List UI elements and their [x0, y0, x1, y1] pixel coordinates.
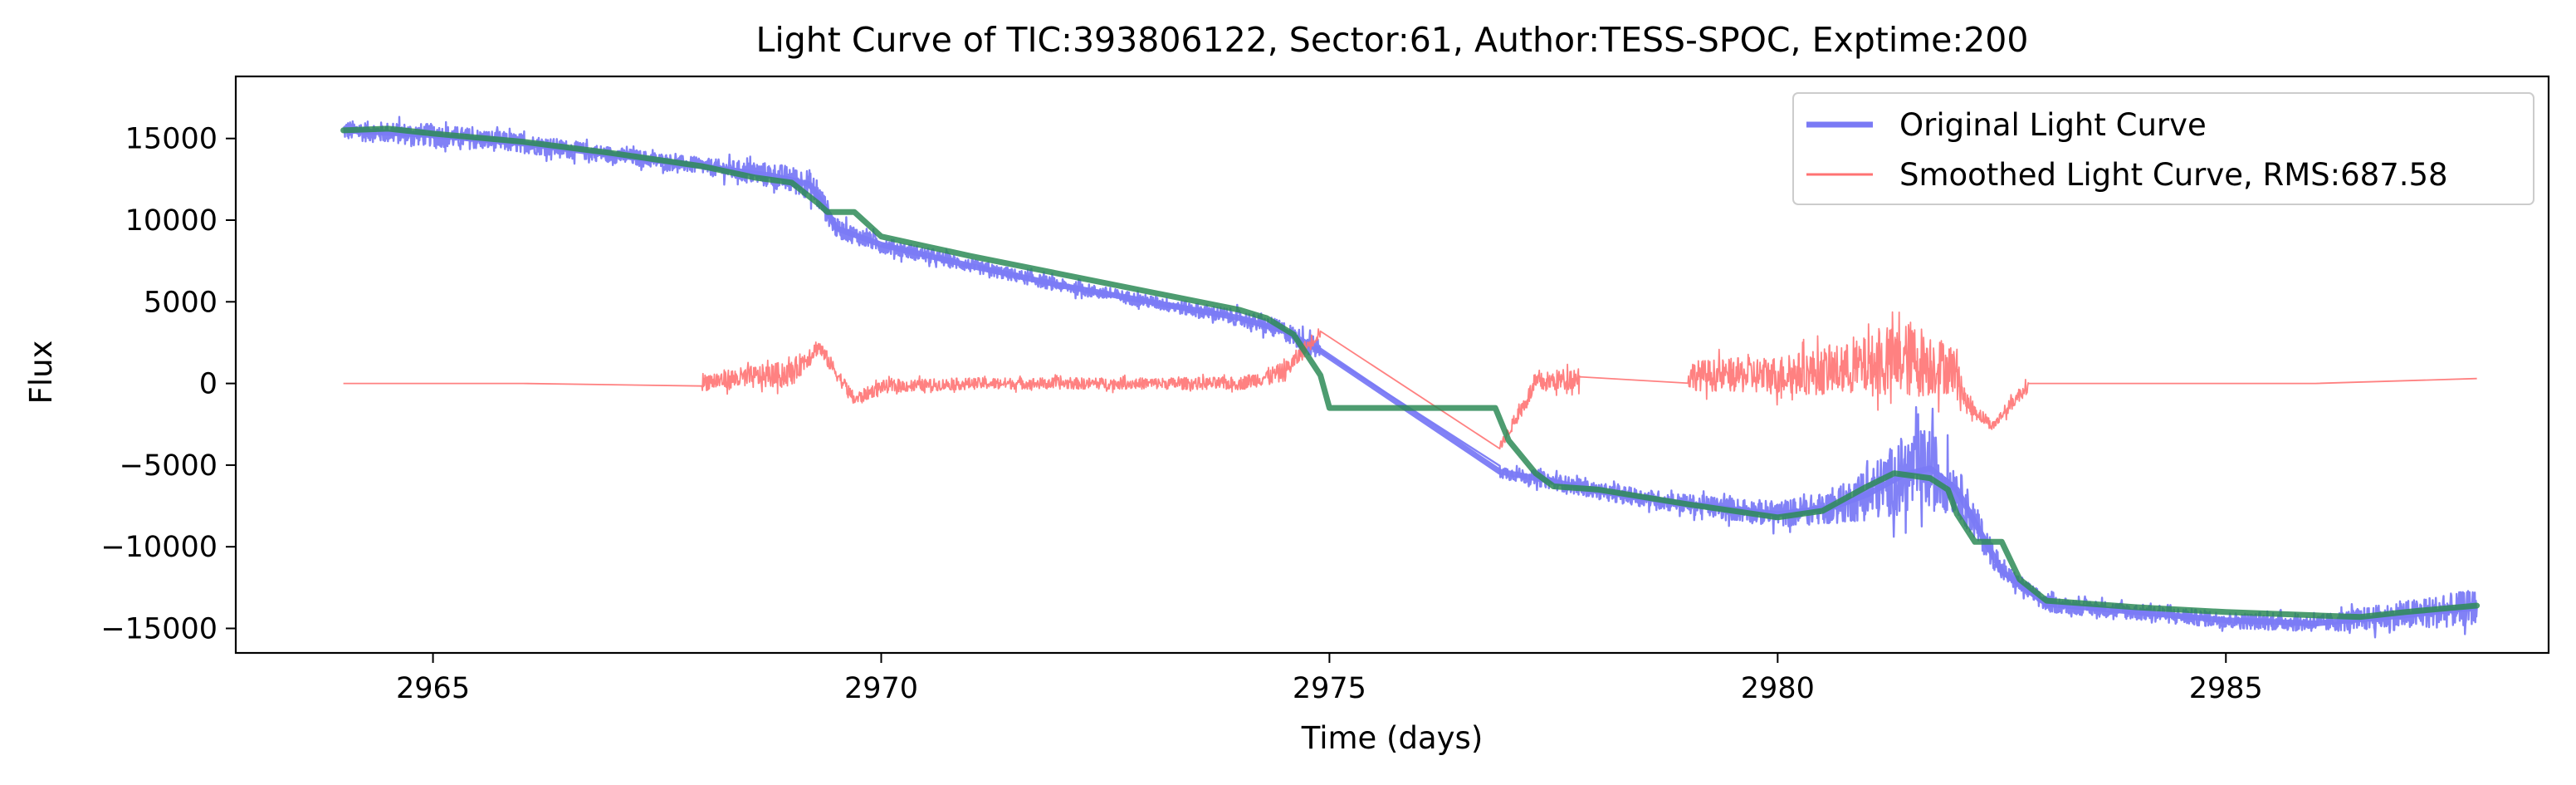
x-tick-label: 2970 — [844, 672, 918, 705]
plot-frame — [234, 75, 2550, 655]
y-tick-label: 0 — [199, 368, 218, 401]
chart-title: Light Curve of TIC:393806122, Sector:61,… — [756, 20, 2029, 60]
y-tick-label: 10000 — [125, 204, 218, 238]
y-tick-label: −15000 — [100, 613, 218, 646]
y-axis: 15000 10000 5000 0 −5000 −10000 −15000 — [100, 123, 236, 646]
x-axis: 2965 2970 2975 2980 2985 — [396, 653, 2263, 705]
legend-label: Smoothed Light Curve, RMS:687.58 — [1899, 157, 2448, 193]
legend-box — [1792, 92, 2534, 205]
x-tick-label: 2965 — [396, 672, 470, 705]
trend-line — [340, 125, 2481, 621]
y-tick-label: −10000 — [100, 531, 218, 564]
y-axis-label: Flux — [23, 341, 59, 405]
x-tick-label: 2980 — [1741, 672, 1815, 705]
x-axis-label: Time (days) — [1301, 720, 1484, 756]
x-tick-label: 2985 — [2189, 672, 2263, 705]
legend-label: Original Light Curve — [1899, 107, 2207, 143]
smoothed-light-curve-line — [343, 311, 2477, 449]
original-light-curve-core — [343, 127, 2477, 627]
legend: Original Light Curve Smoothed Light Curve… — [1792, 92, 2534, 205]
y-tick-label: 5000 — [144, 286, 218, 319]
y-tick-label: −5000 — [120, 449, 218, 483]
y-tick-label: 15000 — [125, 123, 218, 156]
x-tick-label: 2975 — [1293, 672, 1366, 705]
